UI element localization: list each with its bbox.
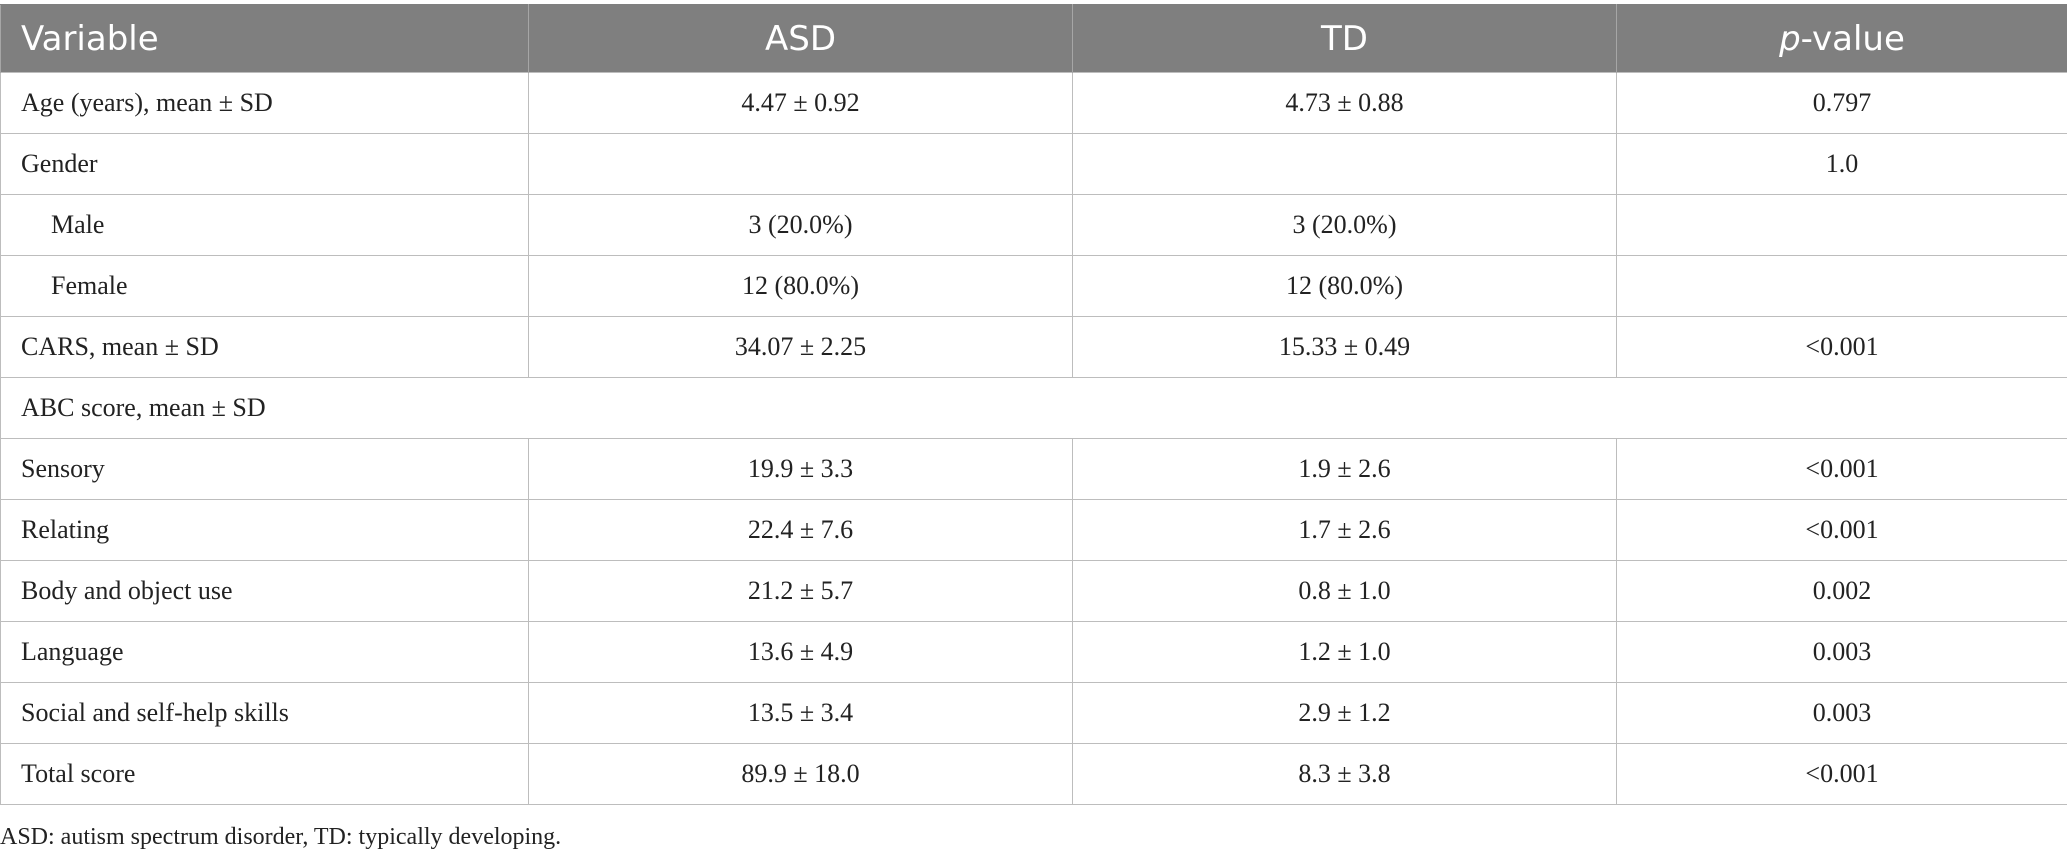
- p-value: <0.001: [1616, 316, 2067, 378]
- p-value: [1616, 194, 2067, 256]
- td-value: 4.73 ± 0.88: [1072, 72, 1617, 134]
- demographics-table-container: Variable ASD TD p-value Age (years), mea…: [0, 4, 2067, 805]
- header-p-value: p-value: [1616, 4, 2067, 73]
- table-header: Variable ASD TD p-value: [0, 4, 2067, 73]
- asd-value: [528, 133, 1073, 195]
- table-row: Female 12 (80.0%) 12 (80.0%): [0, 255, 2067, 317]
- asd-value: 89.9 ± 18.0: [528, 743, 1073, 805]
- asd-value: 34.07 ± 2.25: [528, 316, 1073, 378]
- header-p-rest: -value: [1800, 18, 1905, 59]
- row-label: Age (years), mean ± SD: [0, 72, 529, 134]
- row-label: Total score: [0, 743, 529, 805]
- asd-value: 22.4 ± 7.6: [528, 499, 1073, 561]
- p-value: <0.001: [1616, 743, 2067, 805]
- asd-value: 4.47 ± 0.92: [528, 72, 1073, 134]
- asd-value: 12 (80.0%): [528, 255, 1073, 317]
- p-value: <0.001: [1616, 499, 2067, 561]
- row-label: Gender: [0, 133, 529, 195]
- table-row: Sensory 19.9 ± 3.3 1.9 ± 2.6 <0.001: [0, 438, 2067, 500]
- row-label: Social and self-help skills: [0, 682, 529, 744]
- asd-value: 3 (20.0%): [528, 194, 1073, 256]
- table-row: Age (years), mean ± SD 4.47 ± 0.92 4.73 ± …: [0, 72, 2067, 134]
- table-row: Social and self-help skills 13.5 ± 3.4 2.9…: [0, 682, 2067, 744]
- p-value: 0.003: [1616, 621, 2067, 683]
- td-value: [1072, 133, 1617, 195]
- table-row: Gender 1.0: [0, 133, 2067, 195]
- asd-value: 21.2 ± 5.7: [528, 560, 1073, 622]
- asd-value: 13.5 ± 3.4: [528, 682, 1073, 744]
- row-label: ABC score, mean ± SD: [0, 377, 2067, 439]
- header-p-italic: p: [1779, 18, 1801, 59]
- row-label: Male: [0, 194, 529, 256]
- table-row: Relating 22.4 ± 7.6 1.7 ± 2.6 <0.001: [0, 499, 2067, 561]
- td-value: 8.3 ± 3.8: [1072, 743, 1617, 805]
- header-td: TD: [1072, 4, 1617, 73]
- p-value: 1.0: [1616, 133, 2067, 195]
- row-label: Relating: [0, 499, 529, 561]
- row-label: Sensory: [0, 438, 529, 500]
- row-label: Female: [0, 255, 529, 317]
- header-variable: Variable: [0, 4, 529, 73]
- td-value: 1.9 ± 2.6: [1072, 438, 1617, 500]
- asd-value: 19.9 ± 3.3: [528, 438, 1073, 500]
- table-row: Male 3 (20.0%) 3 (20.0%): [0, 194, 2067, 256]
- table-body: Age (years), mean ± SD 4.47 ± 0.92 4.73 ± …: [0, 72, 2067, 805]
- header-row: Variable ASD TD p-value: [0, 4, 2067, 73]
- header-asd: ASD: [528, 4, 1073, 73]
- demographics-table: Variable ASD TD p-value Age (years), mea…: [0, 4, 2067, 805]
- table-row: Body and object use 21.2 ± 5.7 0.8 ± 1.0 0.…: [0, 560, 2067, 622]
- table-footnote: ASD: autism spectrum disorder, TD: typic…: [0, 824, 562, 850]
- p-value: 0.002: [1616, 560, 2067, 622]
- td-value: 1.7 ± 2.6: [1072, 499, 1617, 561]
- p-value: [1616, 255, 2067, 317]
- p-value: <0.001: [1616, 438, 2067, 500]
- row-label: Language: [0, 621, 529, 683]
- td-value: 0.8 ± 1.0: [1072, 560, 1617, 622]
- td-value: 3 (20.0%): [1072, 194, 1617, 256]
- row-label: Body and object use: [0, 560, 529, 622]
- table-row: ABC score, mean ± SD: [0, 377, 2067, 439]
- td-value: 15.33 ± 0.49: [1072, 316, 1617, 378]
- p-value: 0.003: [1616, 682, 2067, 744]
- td-value: 1.2 ± 1.0: [1072, 621, 1617, 683]
- table-row: Language 13.6 ± 4.9 1.2 ± 1.0 0.003: [0, 621, 2067, 683]
- table-row: Total score 89.9 ± 18.0 8.3 ± 3.8 <0.001: [0, 743, 2067, 805]
- td-value: 2.9 ± 1.2: [1072, 682, 1617, 744]
- td-value: 12 (80.0%): [1072, 255, 1617, 317]
- table-row: CARS, mean ± SD 34.07 ± 2.25 15.33 ± 0.49 <…: [0, 316, 2067, 378]
- row-label: CARS, mean ± SD: [0, 316, 529, 378]
- asd-value: 13.6 ± 4.9: [528, 621, 1073, 683]
- p-value: 0.797: [1616, 72, 2067, 134]
